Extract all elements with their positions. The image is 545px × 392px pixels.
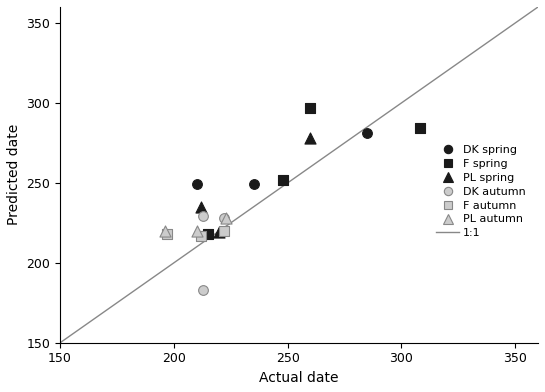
Point	[220, 215, 228, 221]
Point	[415, 125, 424, 132]
Point	[192, 228, 201, 234]
Point	[197, 232, 205, 239]
Point	[279, 176, 288, 183]
Point	[306, 135, 315, 141]
X-axis label: Actual date: Actual date	[259, 371, 339, 385]
Point	[160, 228, 169, 234]
Legend: DK spring, F spring, PL spring, DK autumn, F autumn, PL autumn, 1:1: DK spring, F spring, PL spring, DK autum…	[430, 138, 532, 245]
Point	[199, 287, 208, 293]
Point	[163, 231, 172, 237]
Point	[197, 204, 205, 210]
Y-axis label: Predicted date: Predicted date	[7, 124, 21, 225]
Point	[306, 105, 315, 111]
Point	[249, 181, 258, 188]
Point	[363, 130, 372, 136]
Point	[192, 181, 201, 188]
Point	[199, 213, 208, 220]
Point	[220, 228, 228, 234]
Point	[215, 229, 224, 236]
Point	[222, 215, 231, 221]
Point	[204, 231, 213, 237]
